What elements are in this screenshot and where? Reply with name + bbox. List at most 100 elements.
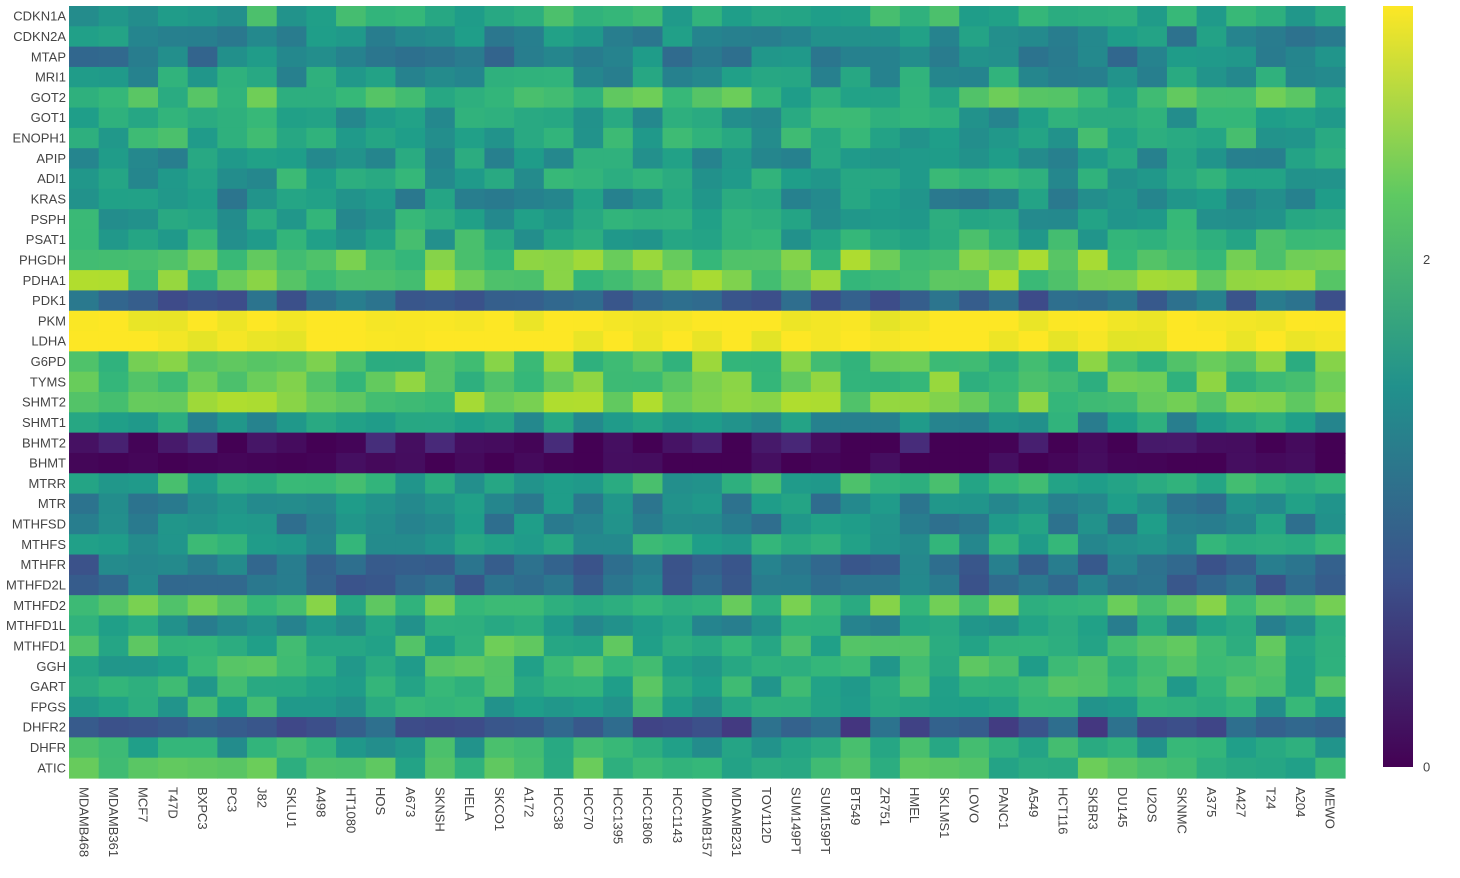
x-tick-label: A204 bbox=[1293, 787, 1308, 817]
x-tick-label: HMEL bbox=[907, 787, 922, 823]
heatmap-cell-MTHFR-A204 bbox=[1285, 554, 1316, 576]
heatmap-cell-DHFR2-A673 bbox=[395, 717, 426, 738]
heatmap-cell-PKM-HCC38 bbox=[543, 310, 575, 332]
heatmap-cell-CDKN2A-HCT116 bbox=[1048, 26, 1079, 48]
heatmap-cell-CDKN1A-A498 bbox=[306, 6, 337, 27]
heatmap-cell-MTHFS-SKBR3 bbox=[1077, 534, 1109, 556]
heatmap-cell-GGH-HCC1395 bbox=[603, 656, 634, 678]
heatmap-cell-SHMT2-HCC38 bbox=[543, 392, 575, 413]
heatmap-cell-ATIC-PANC1 bbox=[988, 757, 1020, 779]
y-axis-tick-labels: CDKN1ACDKN2AMTAPMRI1GOT2GOT1ENOPH1APIPAD… bbox=[6, 9, 66, 776]
heatmap-cell-MTHFD1-A204 bbox=[1285, 635, 1316, 657]
heatmap-cell-PSAT1-MEWO bbox=[1315, 229, 1346, 251]
heatmap-cell-FPGS-SKLMS1 bbox=[929, 696, 960, 718]
heatmap-cell-MTHFD2L-HOS bbox=[365, 574, 397, 596]
heatmap-cell-MTHFSD-MDAMB361 bbox=[98, 513, 129, 535]
heatmap-cell-PSPH-HCC70 bbox=[573, 209, 604, 231]
heatmap-cell-MTR-HOS bbox=[365, 493, 397, 515]
heatmap-cell-MRI1-SUM159PT bbox=[810, 66, 842, 88]
heatmap-cell-PHGDH-HCT116 bbox=[1048, 249, 1079, 271]
heatmap-cell-PHGDH-MDAMB157 bbox=[692, 249, 723, 271]
heatmap-cell-PSPH-MDAMB157 bbox=[692, 209, 723, 231]
heatmap-cell-APIP-A673 bbox=[395, 148, 426, 170]
heatmap-cell-PKM-BT549 bbox=[840, 310, 871, 332]
heatmap-cell-GGH-A549 bbox=[1018, 656, 1049, 678]
x-tick-label: HCC70 bbox=[581, 787, 596, 830]
heatmap-cell-MTHFD2-T24 bbox=[1255, 595, 1287, 617]
heatmap-cell-MTAP-J82 bbox=[247, 46, 278, 68]
x-tick-label: MDAMB468 bbox=[76, 787, 91, 857]
heatmap-cell-BHMT-MCF7 bbox=[128, 452, 159, 474]
heatmap-cell-BHMT2-A375 bbox=[1196, 432, 1227, 454]
heatmap-cell-FPGS-SKNMC bbox=[1166, 696, 1198, 718]
heatmap-cell-PDHA1-SUM159PT bbox=[810, 270, 842, 292]
heatmap-cell-ATIC-A375 bbox=[1196, 757, 1227, 779]
heatmap-cell-PKM-MDAMB468 bbox=[69, 310, 100, 332]
heatmap-cell-MTRR-PANC1 bbox=[988, 473, 1020, 495]
heatmap-cell-G6PD-A498 bbox=[306, 351, 337, 373]
heatmap-cell-BHMT-A673 bbox=[395, 452, 426, 474]
x-tick-label: MDAMB361 bbox=[106, 787, 121, 857]
heatmap-cell-TYMS-TOV112D bbox=[751, 371, 782, 393]
heatmap-cell-GART-DU145 bbox=[1107, 676, 1138, 698]
heatmap-cell-MTHFR-HCC1806 bbox=[632, 554, 664, 576]
heatmap-cell-KRAS-A204 bbox=[1285, 188, 1316, 210]
heatmap-cell-PDHA1-HT1080 bbox=[336, 270, 367, 292]
heatmap-cell-GART-MCF7 bbox=[128, 676, 159, 698]
heatmap-cell-DHFR-LOVO bbox=[959, 737, 990, 759]
heatmap-cell-CDKN2A-A673 bbox=[395, 26, 426, 48]
heatmap-cell-MTHFR-SKCO1 bbox=[484, 554, 515, 576]
heatmap-cell-PHGDH-DU145 bbox=[1107, 249, 1138, 271]
heatmap-cell-SHMT1-ZR751 bbox=[870, 412, 901, 434]
y-tick-label: MTRR bbox=[28, 476, 66, 491]
heatmap-cell-MTR-J82 bbox=[247, 493, 278, 515]
heatmap-cell-PSPH-A498 bbox=[306, 209, 337, 231]
heatmap-cell-GART-A498 bbox=[306, 676, 337, 698]
heatmap-cell-GART-HCC1806 bbox=[632, 676, 664, 698]
heatmap-cell-BHMT-MDAMB468 bbox=[69, 452, 100, 474]
heatmap-cell-GOT1-SKNSH bbox=[425, 107, 456, 129]
heatmap-cell-CDKN2A-SUM159PT bbox=[810, 26, 842, 48]
heatmap-cell-MTAP-MDAMB157 bbox=[692, 46, 723, 68]
heatmap-cell-ADI1-HCC1395 bbox=[603, 168, 634, 190]
heatmap-cell-SHMT2-HT1080 bbox=[336, 392, 367, 413]
heatmap-cell-GART-LOVO bbox=[959, 676, 990, 698]
heatmap-cell-DHFR2-HCC1806 bbox=[632, 717, 664, 738]
heatmap-cell-MTAP-SKBR3 bbox=[1077, 46, 1109, 68]
heatmap-cell-GOT1-HCC38 bbox=[543, 107, 575, 129]
heatmap-cell-PHGDH-MDAMB361 bbox=[98, 249, 129, 271]
heatmap-cell-MTHFD1L-BT549 bbox=[840, 615, 871, 637]
heatmap-cell-MTHFR-A549 bbox=[1018, 554, 1049, 576]
heatmap-cell-MTHFR-SUM149PT bbox=[781, 554, 812, 576]
x-tick-label: BT549 bbox=[848, 787, 863, 825]
heatmap-cell-GOT2-SKBR3 bbox=[1077, 87, 1109, 109]
heatmap-cell-MTHFD1L-HCC1143 bbox=[662, 615, 693, 637]
heatmap-cell-ATIC-TOV112D bbox=[751, 757, 782, 779]
heatmap-cell-FPGS-LOVO bbox=[959, 696, 990, 718]
heatmap-cell-CDKN2A-SKNSH bbox=[425, 26, 456, 48]
heatmap-cell-MTHFD1L-SKNSH bbox=[425, 615, 456, 637]
heatmap-cell-GOT1-A549 bbox=[1018, 107, 1049, 129]
heatmap-cell-BHMT-BXPC3 bbox=[187, 452, 218, 474]
heatmap-cell-MTHFR-U2OS bbox=[1137, 554, 1168, 576]
heatmap-cell-MTHFD1-A427 bbox=[1226, 635, 1257, 657]
heatmap-cell-MTHFD1L-A498 bbox=[306, 615, 337, 637]
heatmap-cell-MTHFS-HCC70 bbox=[573, 534, 604, 556]
heatmap-cell-MTHFD1-A673 bbox=[395, 635, 426, 657]
x-tick-label: T24 bbox=[1263, 787, 1278, 809]
heatmap-cell-KRAS-MDAMB361 bbox=[98, 188, 129, 210]
heatmap-cell-MTHFD1L-SKNMC bbox=[1166, 615, 1198, 637]
heatmap-cell-CDKN2A-SKLU1 bbox=[276, 26, 307, 48]
heatmap-cell-TYMS-DU145 bbox=[1107, 371, 1138, 393]
heatmap-cell-DHFR2-BT549 bbox=[840, 717, 871, 738]
heatmap-cell-KRAS-PANC1 bbox=[988, 188, 1020, 210]
heatmap-cell-CDKN1A-HCC38 bbox=[543, 6, 575, 27]
heatmap-cell-PHGDH-TOV112D bbox=[751, 249, 782, 271]
heatmap-cell-LDHA-SKNMC bbox=[1166, 331, 1198, 352]
heatmap-cell-SHMT1-A549 bbox=[1018, 412, 1049, 434]
heatmap-cell-TYMS-J82 bbox=[247, 371, 278, 393]
heatmap-cell-GART-ZR751 bbox=[870, 676, 901, 698]
heatmap-cell-APIP-HCT116 bbox=[1048, 148, 1079, 170]
heatmap-cell-MTAP-SUM159PT bbox=[810, 46, 842, 68]
heatmap-cell-PDHA1-HMEL bbox=[899, 270, 931, 292]
